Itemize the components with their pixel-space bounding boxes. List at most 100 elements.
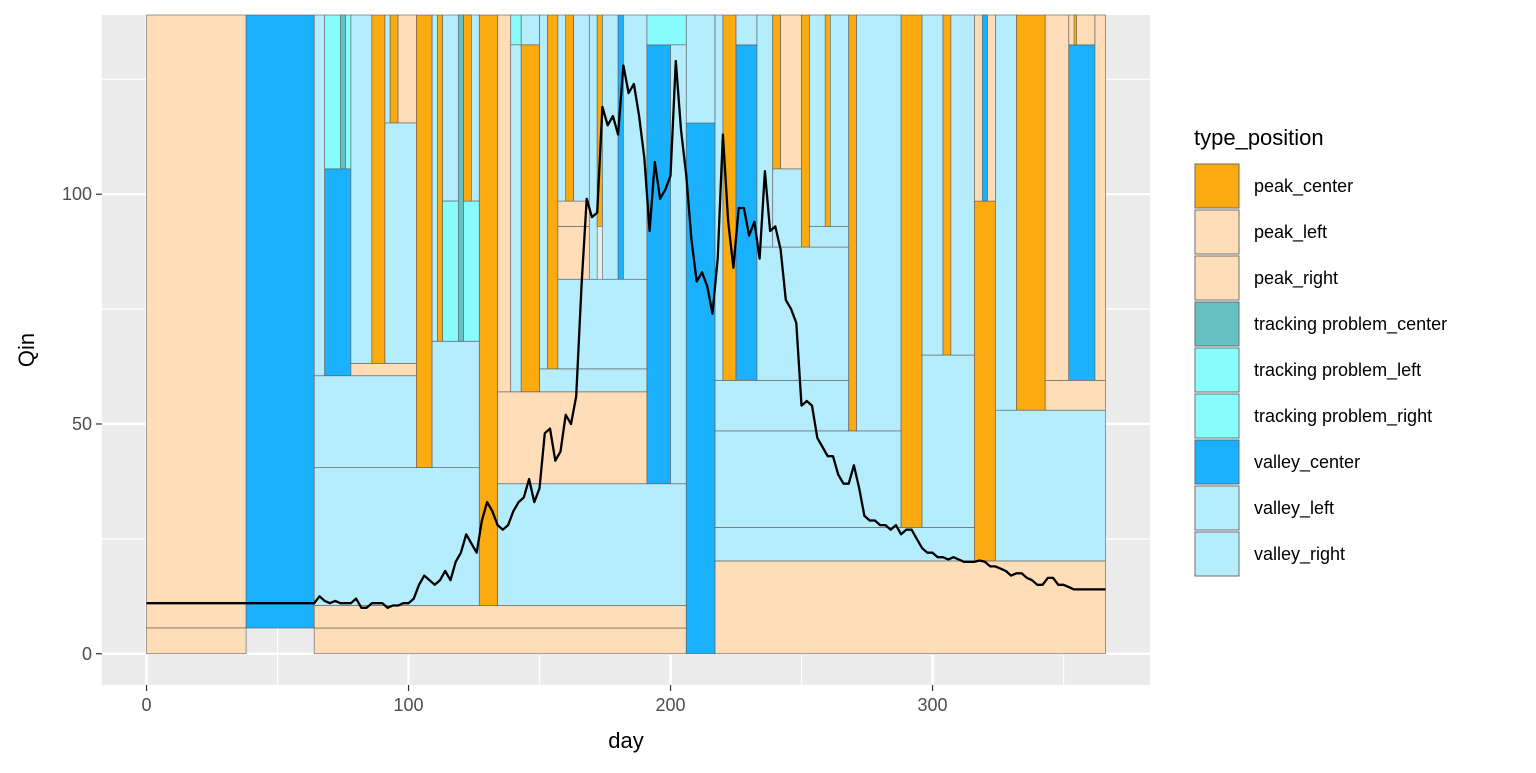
- rect-valley-left: [756, 246, 850, 381]
- rect-peak-center: [772, 14, 781, 170]
- rect-valley-center: [646, 44, 671, 485]
- rect-peak-center: [848, 14, 857, 432]
- legend-label-tp-center: tracking problem_center: [1254, 314, 1447, 335]
- x-tick-label: 300: [918, 695, 948, 715]
- legend-label-tp-right: tracking problem_right: [1254, 406, 1432, 427]
- rect-peak-center: [1016, 14, 1046, 411]
- legend-swatch-peak-left: [1194, 209, 1240, 255]
- rect-peak-center: [371, 14, 386, 364]
- rect-valley-left: [510, 44, 522, 393]
- rect-valley-center: [324, 168, 352, 377]
- x-tick-label: 0: [142, 695, 152, 715]
- rect-peak-center: [437, 14, 443, 342]
- legend: type_position peak_center peak_left peak_r…: [1194, 125, 1447, 577]
- rect-valley-left: [431, 14, 438, 342]
- rect-peak-center: [547, 14, 559, 370]
- rect-valley-left: [714, 430, 902, 528]
- y-tick-label: 50: [72, 414, 92, 434]
- qin-line: [146, 59, 1106, 609]
- rect-valley-left: [520, 14, 540, 46]
- rect-valley-center: [685, 122, 716, 655]
- rect-valley-left: [602, 14, 619, 280]
- rect-valley-left: [350, 14, 373, 364]
- rect-peak-left: [1094, 14, 1106, 381]
- y-axis-title: Qin: [14, 333, 39, 367]
- rect-valley-left: [588, 14, 598, 280]
- y-tick-label: 0: [82, 644, 92, 664]
- rect-tp-left: [324, 14, 352, 170]
- legend-swatch-tp-center: [1194, 301, 1240, 347]
- legend-swatch-valley-left: [1194, 485, 1240, 531]
- rect-valley-left: [384, 122, 417, 364]
- legend-swatch-valley-center: [1194, 439, 1240, 485]
- rect-peak-center: [565, 14, 574, 202]
- rect-valley-left: [539, 14, 548, 370]
- rect-peak-left: [557, 200, 590, 227]
- rect-peak-center: [824, 14, 831, 227]
- rect-peak-left: [1068, 14, 1096, 46]
- rect-peak-center: [801, 14, 810, 248]
- x-tick-label: 100: [394, 695, 424, 715]
- rect-valley-left: [714, 14, 724, 381]
- legend-swatch-tp-right: [1194, 393, 1240, 439]
- rect-peak-left: [313, 605, 687, 629]
- rect-valley-center: [245, 14, 315, 629]
- rect-valley-left: [809, 226, 850, 248]
- rect-peak-left: [313, 627, 687, 655]
- legend-swatch-valley-right: [1194, 531, 1240, 577]
- type-position-rects: [146, 14, 1106, 655]
- rect-peak-left: [146, 627, 247, 655]
- rect-valley-left: [313, 375, 417, 468]
- rect-valley-left: [735, 14, 758, 46]
- rect-valley-center: [617, 14, 624, 280]
- legend-label-peak-center: peak_center: [1254, 176, 1353, 197]
- rect-peak-right: [497, 14, 512, 393]
- rect-peak-left: [146, 14, 247, 629]
- rect-tp-left: [646, 14, 687, 46]
- rect-peak-center: [416, 14, 433, 468]
- rect-peak-center: [722, 14, 737, 381]
- rect-valley-left: [313, 467, 480, 606]
- rect-peak-center: [389, 14, 399, 124]
- rect-valley-left: [995, 409, 1106, 562]
- y-axis: 0 50 100: [62, 184, 102, 664]
- rect-peak-left: [350, 362, 417, 377]
- x-axis-title: day: [608, 728, 643, 753]
- rect-peak-center: [900, 14, 923, 528]
- rect-valley-left: [921, 354, 975, 528]
- rect-peak-left: [1044, 14, 1070, 381]
- rect-valley-left: [756, 14, 774, 248]
- rect-tp-left: [510, 14, 522, 46]
- x-axis: 0 100 200 300: [142, 685, 948, 715]
- legend-label-peak-left: peak_left: [1254, 222, 1327, 243]
- rect-peak-left: [1044, 379, 1106, 411]
- legend-swatch-peak-right: [1194, 255, 1240, 301]
- rect-valley-left: [557, 278, 648, 370]
- rect-valley-left: [431, 340, 480, 468]
- rect-valley-left: [685, 14, 716, 124]
- rect-valley-left: [714, 379, 850, 432]
- rect-valley-left: [313, 14, 326, 377]
- rect-tp-center: [340, 14, 347, 170]
- rect-valley-left: [573, 14, 590, 202]
- legend-label-valley-center: valley_center: [1254, 452, 1360, 473]
- legend-swatch-tp-left: [1194, 347, 1240, 393]
- y-tick-label: 100: [62, 184, 92, 204]
- rect-tp-center: [457, 14, 464, 342]
- legend-title: type_position: [1194, 125, 1324, 150]
- legend-label-valley-left: valley_left: [1254, 498, 1334, 519]
- qin-line-layer: [146, 59, 1106, 609]
- legend-label-tp-left: tracking problem_left: [1254, 360, 1421, 381]
- rect-valley-left: [856, 14, 902, 432]
- rect-valley-left: [497, 483, 687, 606]
- rect-peak-left: [397, 14, 417, 124]
- rect-valley-center: [981, 14, 988, 202]
- rect-peak-center: [463, 14, 472, 202]
- legend-label-valley-right: valley_right: [1254, 544, 1345, 565]
- x-tick-label: 200: [656, 695, 686, 715]
- rect-peak-center: [942, 14, 952, 356]
- rect-valley-center: [1068, 44, 1096, 381]
- rect-peak-left: [714, 560, 1106, 655]
- legend-swatch-peak-center: [1194, 163, 1240, 209]
